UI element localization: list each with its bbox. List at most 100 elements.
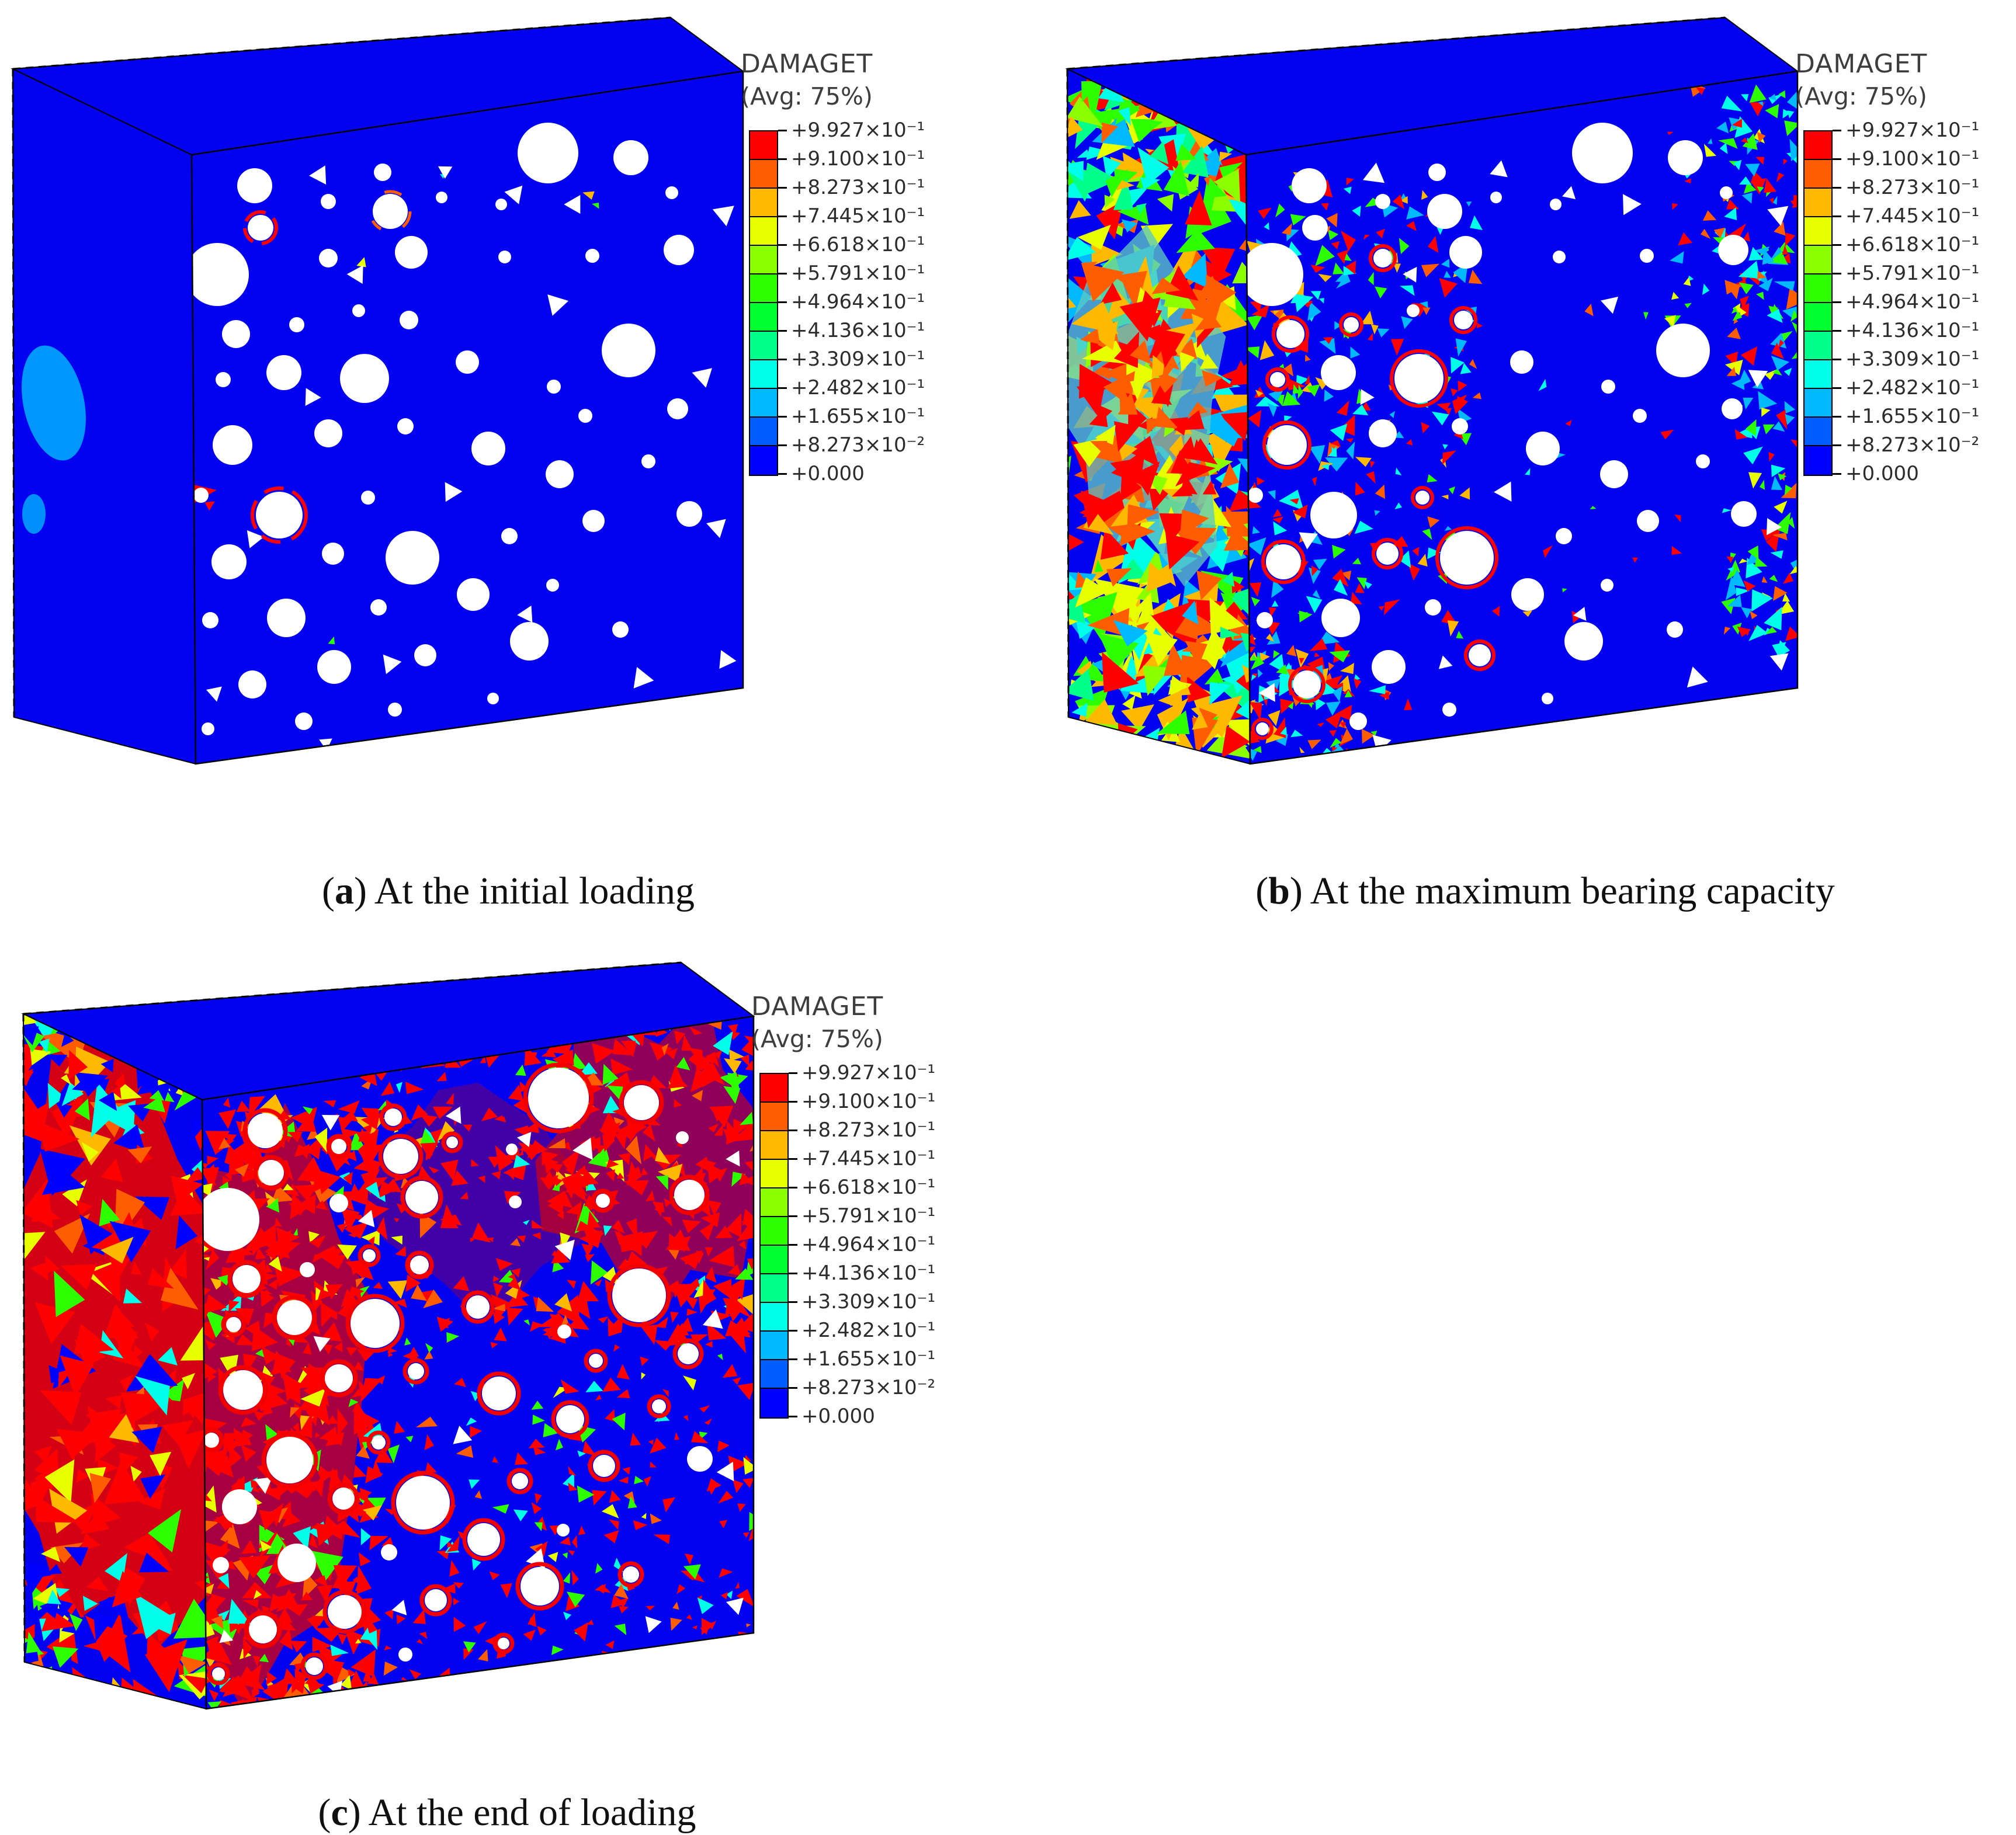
caption-c: (c) At the end of loading (318, 1791, 696, 1834)
legend-color-band (750, 418, 777, 446)
hole-damage-rings (243, 190, 412, 544)
legend-color-band (1805, 274, 1831, 303)
legend-tick-label: +8.273×10⁻¹ (1845, 176, 1980, 199)
legend-color-band (1805, 131, 1831, 160)
legend-color-band (750, 446, 777, 475)
legend-color-band (761, 1332, 787, 1360)
legend-tick-label: +6.618×10⁻¹ (1845, 233, 1980, 256)
legend-color-band (1805, 332, 1831, 360)
legend-color-band (750, 246, 777, 274)
legend-tick-label: +9.927×10⁻¹ (801, 1061, 936, 1085)
legend-tick-mark (1833, 273, 1841, 274)
legend-tick-mark (789, 1273, 797, 1274)
caption-a-text: At the initial loading (374, 870, 695, 912)
legend-tick-label: +8.273×10⁻¹ (801, 1118, 936, 1142)
legend-tick-mark (789, 1387, 797, 1389)
panel-c: DAMAGET (Avg: 75%) +9.927×10⁻¹ +9.100×10⁻… (11, 945, 1004, 1834)
legend-tick-label: +5.791×10⁻¹ (801, 1204, 936, 1228)
legend-color-bands (1803, 130, 1833, 476)
legend-color-band (1805, 303, 1831, 332)
legend-tick-label: +4.964×10⁻¹ (801, 1233, 936, 1256)
legend-tick-label: +9.100×10⁻¹ (1845, 147, 1980, 171)
legend-tick-label: +6.618×10⁻¹ (791, 233, 925, 256)
legend-tick-label: +9.100×10⁻¹ (791, 147, 925, 171)
legend-tick-mark (778, 444, 787, 446)
legend-tick-mark (1833, 359, 1841, 360)
legend-color-band (750, 303, 777, 332)
side-damage (1067, 69, 1250, 764)
legend-tick-label: +8.273×10⁻² (801, 1376, 936, 1399)
caption-b-label: b (1268, 870, 1290, 912)
caption-b: (b) At the maximum bearing capacity (1255, 870, 1835, 912)
legend-tick-label: +2.482×10⁻¹ (1845, 376, 1980, 399)
contour-legend-c: DAMAGET (Avg: 75%) +9.927×10⁻¹ +9.100×10⁻… (751, 992, 967, 1452)
legend-tick-mark (789, 1215, 797, 1217)
legend-tick-label: +8.273×10⁻² (791, 433, 925, 457)
legend-tick-label: +4.136×10⁻¹ (791, 319, 925, 342)
legend-tick-mark (789, 1130, 797, 1131)
legend-tick-mark (778, 359, 787, 360)
legend-tick-mark (1833, 187, 1841, 189)
legend-tick-mark (778, 244, 787, 246)
legend-tick-label: +3.309×10⁻¹ (791, 347, 925, 371)
legend-tick-label: +7.445×10⁻¹ (791, 204, 925, 228)
contour-legend-a: DAMAGET (Avg: 75%) +9.927×10⁻¹ +9.100×10⁻… (741, 49, 957, 510)
legend-tick-label: +8.273×10⁻² (1845, 433, 1980, 457)
legend-tick-label: +4.136×10⁻¹ (801, 1261, 936, 1285)
legend-tick-mark (789, 1072, 797, 1074)
legend-tick-mark (778, 187, 787, 189)
legend-color-band (750, 131, 777, 160)
legend-title: DAMAGET (741, 49, 873, 79)
fem-model-end-loading (21, 961, 755, 1710)
legend-tick-mark (778, 216, 787, 217)
legend-tick-mark (789, 1244, 797, 1246)
legend-subtitle: (Avg: 75%) (1795, 82, 1927, 110)
legend-tick-label: +0.000 (1845, 462, 1919, 485)
legend-tick-label: +2.482×10⁻¹ (791, 376, 925, 399)
caption-c-label: c (331, 1791, 348, 1834)
legend-title: DAMAGET (751, 992, 884, 1021)
legend-color-band (1805, 217, 1831, 246)
legend-tick-mark (778, 387, 787, 389)
legend-color-band (761, 1217, 787, 1246)
legend-color-band (761, 1131, 787, 1160)
top-face (13, 18, 743, 155)
contour-legend-b: DAMAGET (Avg: 75%) +9.927×10⁻¹ +9.100×10⁻… (1795, 49, 2011, 510)
legend-tick-label: +0.000 (791, 462, 865, 485)
legend-subtitle: (Avg: 75%) (751, 1025, 883, 1053)
legend-tick-mark (789, 1416, 797, 1417)
legend-tick-mark (789, 1330, 797, 1332)
legend-color-band (761, 1160, 787, 1188)
front-face (1246, 71, 1798, 764)
legend-tick-mark (789, 1101, 797, 1103)
aggregate-holes (1246, 123, 1789, 754)
legend-tick-label: +7.445×10⁻¹ (1845, 204, 1980, 228)
legend-tick-label: +1.655×10⁻¹ (791, 405, 925, 428)
legend-tick-mark (1833, 130, 1841, 131)
legend-color-band (761, 1389, 787, 1417)
legend-tick-mark (778, 130, 787, 131)
legend-tick-mark (1833, 473, 1841, 475)
legend-colorbar: +9.927×10⁻¹ +9.100×10⁻¹ +8.273×10⁻¹ +7.445×… (1795, 119, 2011, 510)
legend-tick-mark (778, 273, 787, 274)
legend-tick-mark (778, 416, 787, 418)
legend-color-band (1805, 189, 1831, 217)
aggregate-holes (192, 123, 737, 751)
legend-tick-label: +5.791×10⁻¹ (1845, 262, 1980, 285)
legend-tick-mark (789, 1187, 797, 1188)
legend-tick-label: +3.309×10⁻¹ (1845, 347, 1980, 371)
legend-color-band (1805, 246, 1831, 274)
front-face (192, 71, 743, 764)
caption-a: (a) At the initial loading (322, 870, 695, 912)
legend-tick-label: +1.655×10⁻¹ (801, 1347, 936, 1371)
legend-tick-label: +8.273×10⁻¹ (791, 176, 925, 199)
legend-colorbar: +9.927×10⁻¹ +9.100×10⁻¹ +8.273×10⁻¹ +7.445×… (741, 119, 957, 510)
legend-color-band (750, 332, 777, 360)
legend-tick-mark (778, 473, 787, 475)
legend-color-band (750, 274, 777, 303)
legend-color-band (761, 1246, 787, 1274)
caption-c-text: At the end of loading (368, 1791, 696, 1834)
legend-tick-mark (1833, 444, 1841, 446)
legend-color-bands (749, 130, 778, 476)
legend-color-band (1805, 418, 1831, 446)
